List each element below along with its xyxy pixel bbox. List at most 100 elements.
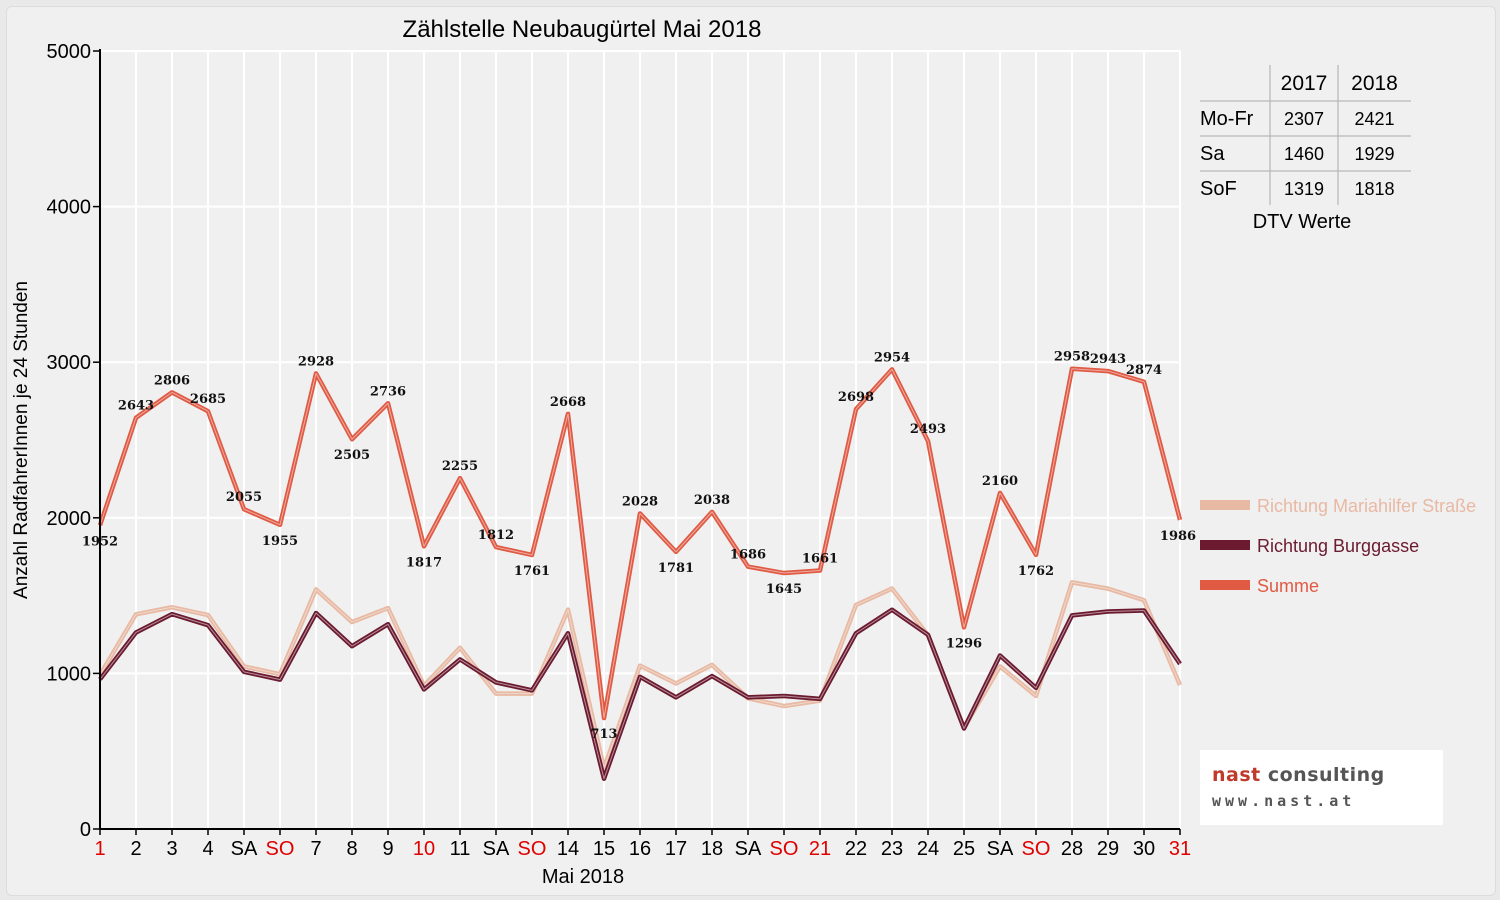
x-tick-label: 18 [701,838,723,860]
data-label: 1955 [262,534,298,549]
data-label: 1952 [82,534,118,549]
legend-item-2: Richtung Burggasse [1200,536,1419,556]
data-label: 2668 [550,395,586,410]
x-tick-label: 21 [809,838,831,860]
grid-layer [100,50,1181,829]
y-tick-label: 4000 [47,197,92,219]
dtv-table: 2017 2018 Mo-Fr 2307 2421 Sa 1460 1929 SoF 1319 18… [1200,65,1411,233]
x-tick-label: 16 [629,838,651,860]
x-tick-label: 8 [346,838,357,860]
x-tick-label: 29 [1097,838,1119,860]
data-label: 1686 [730,548,766,563]
data-label: 1761 [514,564,550,579]
x-tick-label: 4 [202,838,213,860]
data-label: 2685 [190,392,226,407]
table-cell: 1929 [1354,144,1394,164]
data-label: 2028 [622,494,658,509]
x-tick-label: 23 [881,838,903,860]
table-row-label: Mo-Fr [1200,108,1254,130]
data-label: 2505 [334,448,370,463]
data-label: 1986 [1160,529,1196,544]
data-label: 1296 [946,636,982,651]
data-label: 2928 [298,354,334,369]
x-tick-label: 14 [557,838,579,860]
series-1 [98,580,1183,771]
x-tick-label: 9 [382,838,393,860]
data-label: 1645 [766,582,802,597]
x-tick-label: 22 [845,838,867,860]
x-tick-label: 1 [94,838,105,860]
data-label: 713 [590,727,617,742]
x-tick-label: 25 [953,838,975,860]
legend-swatch [1200,540,1250,550]
table-cell: 2307 [1284,109,1324,129]
data-label: 1781 [658,561,694,576]
x-tick-label: SO [518,838,547,860]
data-label: 2943 [1090,352,1126,367]
data-label: 1762 [1018,564,1054,579]
series-3 [97,366,1183,721]
x-tick-label: SA [987,838,1014,860]
x-tick-label: 10 [413,838,435,860]
logo-name: nast consulting [1212,764,1385,786]
legend-item-1: Richtung Mariahilfer Straße [1200,496,1476,516]
x-tick-label: 2 [130,838,141,860]
x-axis-label: Mai 2018 [542,866,624,888]
x-tick-label: SO [266,838,295,860]
legend-label: Summe [1257,576,1319,596]
data-label: 2954 [874,350,910,365]
chart-title: Zählstelle Neubaugürtel Mai 2018 [403,16,762,43]
y-tick-label: 3000 [47,352,92,374]
legend-swatch [1200,580,1250,590]
y-tick-label: 1000 [47,663,92,685]
x-tick-label: 7 [310,838,321,860]
x-tick-label: 24 [917,838,939,860]
x-tick-label: SA [483,838,510,860]
data-label: 2643 [118,399,154,414]
data-label: 2055 [226,490,262,505]
data-label: 2493 [910,422,946,437]
x-tick-label: SO [770,838,799,860]
data-label: 1817 [406,555,442,570]
table-caption: DTV Werte [1253,211,1352,233]
x-tick-label: 31 [1169,838,1191,860]
data-label: 2874 [1126,363,1162,378]
data-label: 2255 [442,459,478,474]
series-line-highlight [99,581,1181,769]
series-layer [97,366,1183,781]
legend-label: Richtung Burggasse [1257,536,1419,556]
series-2 [98,607,1182,781]
data-label: 2160 [982,474,1018,489]
x-tick-label: 30 [1133,838,1155,860]
y-axis-label: Anzahl RadfahrerInnen je 24 Stunden [11,281,32,599]
table-header: 2017 [1281,72,1328,95]
x-tick-label: 17 [665,838,687,860]
y-tick-label: 5000 [47,41,92,63]
data-label: 2958 [1054,350,1090,365]
data-label: 2038 [694,493,730,508]
nast-consulting-logo: nast consulting www.nast.at [1200,750,1443,825]
table-header: 2018 [1351,72,1398,95]
x-tick-label: 3 [166,838,177,860]
data-label: 1812 [478,528,514,543]
table-cell: 1460 [1284,144,1324,164]
x-tick-label: SA [231,838,258,860]
table-cell: 1319 [1284,179,1324,199]
x-tick-label: SA [735,838,762,860]
data-label: 2806 [154,373,190,388]
logo-url: www.nast.at [1212,792,1356,810]
x-tick-label: 15 [593,838,615,860]
series-line-highlight [99,609,1181,780]
x-tick-label: SO [1022,838,1051,860]
x-tick-label: 28 [1061,838,1083,860]
legend: Richtung Mariahilfer Straße Richtung Burg… [1200,496,1476,596]
table-row-label: Sa [1200,143,1225,165]
data-label: 1661 [802,552,838,567]
y-tick-label: 0 [80,819,91,841]
legend-item-3: Summe [1200,576,1319,596]
data-label: 2698 [838,390,874,405]
table-row-label: SoF [1200,178,1237,200]
table-cell: 1818 [1354,179,1394,199]
